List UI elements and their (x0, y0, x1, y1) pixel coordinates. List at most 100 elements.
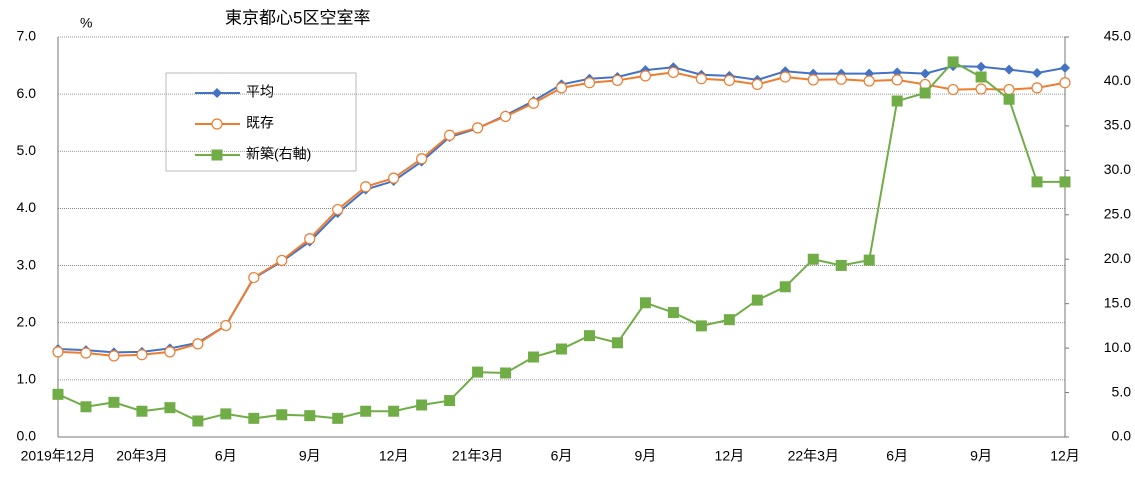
x-tick-label: 9月 (299, 448, 321, 464)
legend-label: 新築(右軸) (246, 146, 311, 162)
y2-tick-label: 10.0 (1104, 339, 1131, 355)
data-point (779, 281, 791, 293)
legend-marker (211, 149, 223, 161)
data-point (751, 78, 763, 91)
data-point (611, 74, 624, 87)
data-point (1031, 82, 1043, 94)
data-point (1004, 64, 1015, 75)
data-point (1032, 68, 1043, 78)
data-point (416, 153, 428, 165)
data-point (667, 307, 679, 319)
data-point (248, 271, 260, 284)
data-point (583, 77, 596, 89)
data-point (528, 351, 540, 363)
y-tick-label: 7.0 (17, 28, 37, 44)
y-tick-label: 5.0 (17, 142, 37, 158)
y-axis-label: % (80, 15, 92, 31)
data-point (52, 388, 64, 400)
data-point (920, 68, 931, 79)
data-point (807, 74, 819, 86)
chart-title: 東京都心5区空室率 (225, 8, 370, 27)
y-tick-label: 0.0 (17, 428, 37, 444)
x-tick-label: 9月 (970, 448, 992, 464)
y-tick-label: 4.0 (17, 199, 37, 215)
data-point (947, 56, 959, 68)
data-point (976, 61, 987, 72)
data-point (332, 412, 344, 424)
data-point (723, 314, 735, 326)
data-point (556, 343, 567, 355)
x-tick-label: 2019年12月 (21, 448, 96, 464)
data-point (164, 346, 176, 358)
data-point (835, 73, 847, 85)
data-point (304, 233, 316, 245)
data-point (891, 95, 903, 107)
x-tick-label: 22年3月 (788, 448, 839, 464)
x-tick-label: 6月 (215, 448, 237, 464)
y2-tick-label: 25.0 (1104, 205, 1131, 221)
x-tick-label: 21年3月 (452, 448, 503, 464)
data-point (639, 70, 652, 82)
y2-tick-label: 40.0 (1104, 72, 1131, 88)
data-point (1003, 93, 1015, 105)
data-point (583, 330, 595, 342)
data-point (220, 319, 232, 332)
data-point (1060, 62, 1070, 73)
data-point (1059, 176, 1071, 188)
y2-tick-label: 15.0 (1104, 294, 1131, 310)
data-point (1059, 77, 1071, 89)
data-point (220, 408, 232, 420)
x-tick-label: 20年3月 (116, 448, 167, 464)
data-point (472, 366, 484, 378)
data-point (136, 405, 148, 417)
data-point (500, 367, 512, 379)
data-point (1003, 83, 1015, 96)
data-point (80, 401, 92, 413)
y-tick-label: 2.0 (17, 313, 37, 329)
data-point (332, 203, 344, 216)
data-point (499, 110, 512, 123)
data-point (527, 97, 540, 109)
y2-tick-label: 30.0 (1104, 161, 1131, 177)
data-point (276, 254, 288, 267)
data-point (444, 129, 456, 141)
data-point (360, 181, 372, 193)
data-point (388, 172, 400, 184)
y-tick-label: 1.0 (17, 371, 37, 387)
data-point (695, 73, 707, 85)
data-point (611, 337, 623, 349)
legend-label: 平均 (246, 84, 274, 100)
data-point (975, 83, 987, 95)
y2-tick-label: 0.0 (1112, 428, 1132, 444)
data-point (108, 396, 120, 408)
data-point (863, 75, 875, 87)
data-point (444, 395, 456, 407)
data-point (947, 83, 959, 96)
data-point (80, 347, 92, 359)
y2-tick-label: 35.0 (1104, 117, 1131, 133)
data-point (1031, 176, 1043, 188)
data-point (471, 122, 484, 134)
data-point (975, 71, 987, 83)
legend-marker (211, 118, 223, 130)
data-point (136, 349, 148, 361)
data-point (164, 402, 176, 414)
data-point (863, 254, 875, 266)
data-point (695, 320, 707, 332)
y2-tick-label: 45.0 (1104, 28, 1131, 44)
data-point (807, 253, 819, 265)
data-point (639, 297, 651, 309)
data-point (723, 74, 735, 87)
x-tick-label: 6月 (886, 448, 908, 464)
data-point (276, 409, 288, 421)
data-point (919, 87, 931, 99)
data-point (192, 415, 204, 427)
legend-marker (212, 88, 222, 98)
data-point (388, 405, 400, 417)
x-tick-label: 9月 (635, 448, 657, 464)
data-point (555, 82, 568, 94)
data-point (667, 66, 679, 79)
x-tick-label: 12月 (1050, 448, 1080, 464)
